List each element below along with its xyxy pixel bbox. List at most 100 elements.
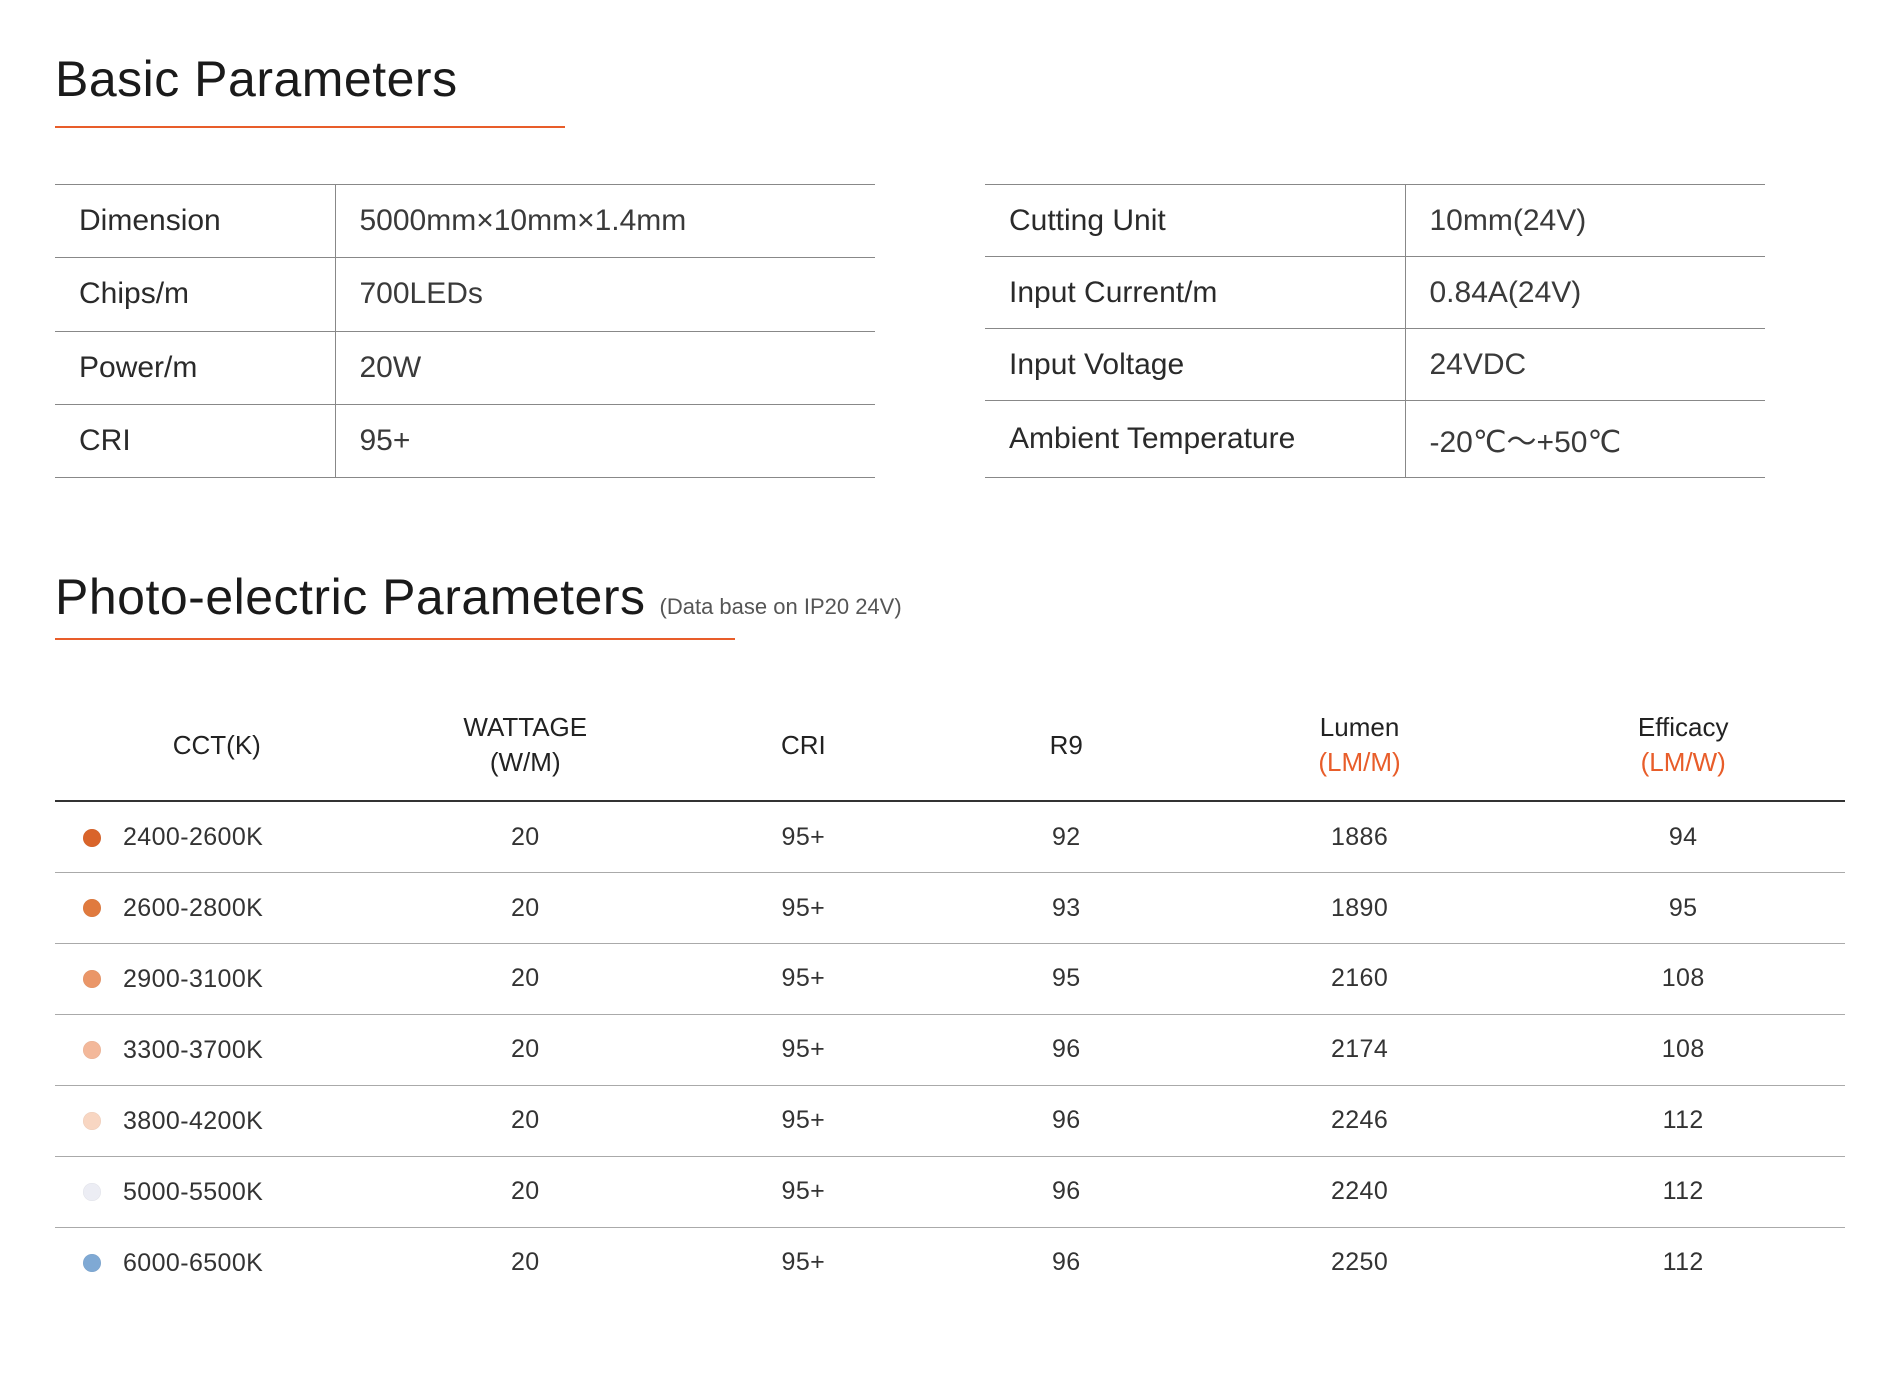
param-value: 20W — [335, 331, 875, 404]
basic-table-right: Cutting Unit10mm(24V)Input Current/m0.84… — [985, 184, 1765, 478]
r9-value: 96 — [935, 1227, 1198, 1297]
r9-value: 96 — [935, 1014, 1198, 1085]
param-value: 95+ — [335, 404, 875, 477]
efficacy-value: 112 — [1521, 1156, 1845, 1227]
param-value: -20℃～+50℃ — [1405, 401, 1765, 478]
column-header-text: CRI — [781, 730, 826, 760]
lumen-value: 2246 — [1198, 1085, 1522, 1156]
table-row: 2900-3100K2095+952160108 — [55, 943, 1845, 1014]
table-row: CRI95+ — [55, 404, 875, 477]
basic-underline — [55, 126, 565, 128]
efficacy-value: 112 — [1521, 1227, 1845, 1297]
cri-value: 95+ — [672, 943, 935, 1014]
color-temp-dot-icon — [83, 1254, 101, 1272]
color-temp-dot-icon — [83, 970, 101, 988]
table-row: Cutting Unit10mm(24V) — [985, 185, 1765, 257]
table-row: Dimension5000mm×10mm×1.4mm — [55, 185, 875, 258]
cct-value: 6000-6500K — [123, 1248, 263, 1276]
param-label: CRI — [55, 404, 335, 477]
cct-cell: 2400-2600K — [55, 801, 379, 872]
basic-tables-wrap: Dimension5000mm×10mm×1.4mmChips/m700LEDs… — [55, 184, 1845, 478]
cct-value: 2600-2800K — [123, 894, 263, 922]
cri-value: 95+ — [672, 1156, 935, 1227]
color-temp-dot-icon — [83, 1041, 101, 1059]
cct-cell: 3300-3700K — [55, 1014, 379, 1085]
basic-table-left: Dimension5000mm×10mm×1.4mmChips/m700LEDs… — [55, 184, 875, 478]
param-value: 700LEDs — [335, 258, 875, 331]
cri-value: 95+ — [672, 1227, 935, 1297]
table-row: Input Voltage24VDC — [985, 329, 1765, 401]
table-row: 5000-5500K2095+962240112 — [55, 1156, 1845, 1227]
column-header: CCT(K) — [55, 696, 379, 801]
cct-value: 5000-5500K — [123, 1178, 263, 1206]
r9-value: 93 — [935, 873, 1198, 944]
param-label: Input Current/m — [985, 257, 1405, 329]
watt-value: 20 — [379, 943, 672, 1014]
r9-value: 96 — [935, 1085, 1198, 1156]
lumen-value: 1886 — [1198, 801, 1522, 872]
column-header-unit: (LM/W) — [1529, 745, 1837, 780]
cct-value: 3800-4200K — [123, 1107, 263, 1135]
efficacy-value: 112 — [1521, 1085, 1845, 1156]
table-row: 6000-6500K 2095+962250112 — [55, 1227, 1845, 1297]
table-row: 2400-2600K2095+92188694 — [55, 801, 1845, 872]
column-header-text: R9 — [1050, 730, 1083, 760]
column-header-text: WATTAGE — [463, 712, 587, 742]
watt-value: 20 — [379, 801, 672, 872]
cct-value: 3300-3700K — [123, 1036, 263, 1064]
photo-electric-table: CCT(K)WATTAGE(W/M)CRIR9Lumen(LM/M)Effica… — [55, 696, 1845, 1297]
lumen-value: 2174 — [1198, 1014, 1522, 1085]
column-header: CRI — [672, 696, 935, 801]
param-label: Cutting Unit — [985, 185, 1405, 257]
table-row: 3800-4200K 2095+962246112 — [55, 1085, 1845, 1156]
cct-cell: 5000-5500K — [55, 1156, 379, 1227]
lumen-value: 2250 — [1198, 1227, 1522, 1297]
basic-params-title: Basic Parameters — [55, 50, 1845, 108]
efficacy-value: 108 — [1521, 1014, 1845, 1085]
param-value: 5000mm×10mm×1.4mm — [335, 185, 875, 258]
photo-underline — [55, 638, 735, 640]
param-label: Power/m — [55, 331, 335, 404]
color-temp-dot-icon — [83, 899, 101, 917]
cri-value: 95+ — [672, 1014, 935, 1085]
table-row: Ambient Temperature-20℃～+50℃ — [985, 401, 1765, 478]
lumen-value: 2240 — [1198, 1156, 1522, 1227]
table-row: 2600-2800K 2095+93189095 — [55, 873, 1845, 944]
column-header-text: Lumen — [1320, 712, 1400, 742]
cct-value: 2900-3100K — [123, 965, 263, 993]
r9-value: 95 — [935, 943, 1198, 1014]
column-header: Efficacy(LM/W) — [1521, 696, 1845, 801]
param-value: 24VDC — [1405, 329, 1765, 401]
watt-value: 20 — [379, 1227, 672, 1297]
cct-cell: 2600-2800K — [55, 873, 379, 944]
efficacy-value: 94 — [1521, 801, 1845, 872]
efficacy-value: 95 — [1521, 873, 1845, 944]
color-temp-dot-icon — [83, 1183, 101, 1201]
param-value: 10mm(24V) — [1405, 185, 1765, 257]
cct-cell: 3800-4200K — [55, 1085, 379, 1156]
efficacy-value: 108 — [1521, 943, 1845, 1014]
cct-cell: 2900-3100K — [55, 943, 379, 1014]
table-row: Input Current/m0.84A(24V) — [985, 257, 1765, 329]
color-temp-dot-icon — [83, 829, 101, 847]
column-header-text: Efficacy — [1638, 712, 1729, 742]
param-value: 0.84A(24V) — [1405, 257, 1765, 329]
column-header: R9 — [935, 696, 1198, 801]
cri-value: 95+ — [672, 873, 935, 944]
color-temp-dot-icon — [83, 1112, 101, 1130]
watt-value: 20 — [379, 873, 672, 944]
watt-value: 20 — [379, 1156, 672, 1227]
cri-value: 95+ — [672, 1085, 935, 1156]
param-label: Chips/m — [55, 258, 335, 331]
photo-params-subtitle: (Data base on IP20 24V) — [660, 594, 902, 620]
table-row: Chips/m700LEDs — [55, 258, 875, 331]
column-header-text: CCT(K) — [173, 730, 261, 760]
watt-value: 20 — [379, 1014, 672, 1085]
cct-cell: 6000-6500K — [55, 1227, 379, 1297]
cct-value: 2400-2600K — [123, 823, 263, 851]
column-header-unit: (W/M) — [387, 745, 664, 780]
param-label: Input Voltage — [985, 329, 1405, 401]
lumen-value: 1890 — [1198, 873, 1522, 944]
watt-value: 20 — [379, 1085, 672, 1156]
column-header: WATTAGE(W/M) — [379, 696, 672, 801]
